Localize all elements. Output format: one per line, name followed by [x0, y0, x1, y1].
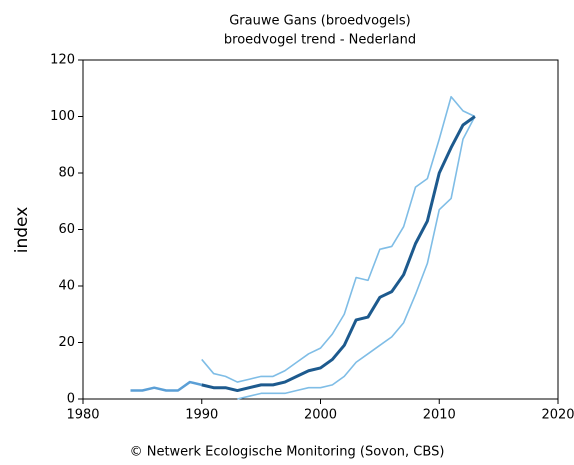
y-tick-label: 40 — [58, 279, 75, 294]
y-tick-label: 0 — [67, 392, 75, 407]
x-tick-label: 2000 — [304, 408, 337, 423]
y-tick-label: 20 — [58, 335, 75, 350]
series-line — [237, 116, 476, 400]
x-tick-label: 1990 — [185, 408, 218, 423]
y-tick-label: 120 — [50, 53, 75, 68]
series-line — [130, 380, 203, 392]
source-note: © Netwerk Ecologische Monitoring (Sovon,… — [130, 445, 445, 460]
x-tick-label: 1980 — [66, 408, 99, 423]
y-tick-label: 100 — [50, 109, 75, 124]
x-tick-label: 2020 — [541, 408, 574, 423]
x-tick-label: 2010 — [423, 408, 456, 423]
series-line — [201, 95, 476, 383]
y-tick-label: 60 — [58, 222, 75, 237]
y-tick-label: 80 — [58, 166, 75, 181]
series-line — [201, 115, 476, 393]
chart-subtitle: broedvogel trend - Nederland — [224, 33, 416, 48]
chart-title: Grauwe Gans (broedvogels) — [229, 14, 411, 29]
y-axis-label: index — [12, 207, 32, 254]
